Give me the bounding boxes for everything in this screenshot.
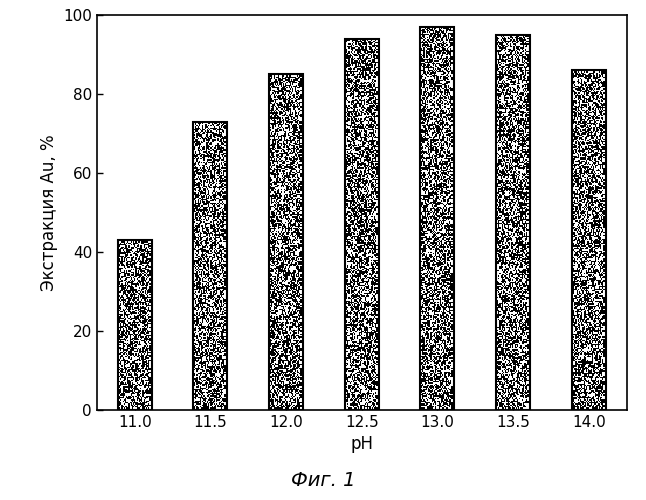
Bar [572, 70, 606, 410]
Bar [269, 74, 303, 410]
Y-axis label: Экстракция Au, %: Экстракция Au, % [39, 134, 57, 291]
Text: Фиг. 1: Фиг. 1 [291, 470, 355, 490]
X-axis label: pH: pH [350, 436, 373, 454]
Bar [345, 38, 379, 410]
Bar [193, 122, 227, 410]
Bar [496, 35, 530, 410]
Bar [118, 240, 152, 410]
Bar [421, 27, 454, 410]
